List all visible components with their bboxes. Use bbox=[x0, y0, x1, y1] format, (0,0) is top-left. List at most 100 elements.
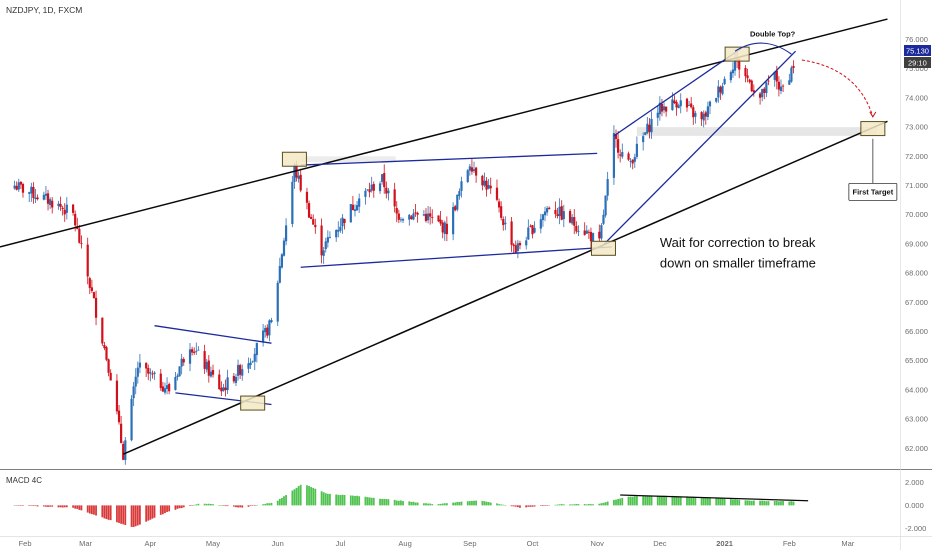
macd-bar-up bbox=[416, 502, 419, 506]
lower-trendline bbox=[122, 120, 888, 455]
candle-down bbox=[61, 207, 64, 210]
macd-bar-up bbox=[656, 495, 659, 506]
candle-down bbox=[781, 85, 785, 87]
candle-down bbox=[320, 225, 323, 256]
candle-down bbox=[738, 59, 741, 70]
candle-down bbox=[529, 225, 532, 227]
candle-up bbox=[629, 160, 632, 162]
candle-up bbox=[527, 227, 530, 240]
last-price-label: 75.130 bbox=[906, 47, 929, 56]
macd-pane bbox=[13, 484, 809, 527]
candle-up bbox=[656, 112, 659, 118]
candle-up bbox=[612, 133, 616, 178]
candle-down bbox=[239, 365, 242, 375]
macd-bar-up bbox=[700, 497, 703, 506]
candle-up bbox=[717, 86, 720, 98]
candle-up bbox=[284, 225, 288, 242]
macd-bar-up bbox=[410, 501, 413, 506]
candle-down bbox=[568, 211, 572, 223]
candle-up bbox=[174, 376, 177, 390]
time-tick-label: Dec bbox=[653, 539, 667, 548]
highlight-box bbox=[724, 46, 750, 62]
candle-up bbox=[188, 349, 192, 364]
macd-bar-up bbox=[558, 504, 561, 506]
candle-down bbox=[631, 159, 634, 164]
candle-down bbox=[368, 189, 371, 193]
channel-line bbox=[300, 152, 598, 166]
time-tick-label: Mar bbox=[79, 539, 92, 548]
candle-down bbox=[109, 372, 112, 381]
candle-up bbox=[412, 213, 415, 220]
macd-bar-up bbox=[556, 504, 559, 506]
candle-up bbox=[138, 362, 142, 368]
candle-down bbox=[63, 209, 66, 215]
macd-bar-up bbox=[15, 505, 18, 506]
candle-up bbox=[591, 233, 595, 242]
candle-up bbox=[731, 69, 735, 74]
macd-bar-up bbox=[431, 504, 434, 506]
macd-bar-down bbox=[166, 505, 168, 512]
macd-bar-up bbox=[297, 486, 300, 506]
candle-up bbox=[42, 194, 45, 200]
candle-up bbox=[779, 86, 783, 92]
candle-up bbox=[545, 208, 549, 213]
macd-bar-up bbox=[193, 504, 196, 506]
macd-bar-down bbox=[147, 505, 150, 521]
macd-bar-up bbox=[379, 498, 381, 506]
candle-up bbox=[205, 362, 208, 370]
macd-bar-up bbox=[306, 485, 308, 506]
candle-down bbox=[88, 278, 91, 288]
candle-up bbox=[30, 186, 33, 194]
candle-down bbox=[777, 81, 780, 90]
candle-up bbox=[149, 372, 152, 374]
candle-down bbox=[92, 292, 96, 298]
annotation-note-line2: down on smaller timeframe bbox=[660, 255, 816, 270]
candle-down bbox=[431, 216, 434, 218]
macd-bar-up bbox=[312, 487, 315, 506]
candle-down bbox=[122, 443, 125, 460]
price-tick-label: 70.000 bbox=[905, 210, 928, 219]
time-tick-label: Apr bbox=[145, 539, 157, 548]
candle-down bbox=[191, 349, 194, 353]
macd-bar-up bbox=[635, 496, 638, 506]
last-price-badge bbox=[904, 45, 931, 56]
candle-down bbox=[502, 219, 505, 226]
candle-down bbox=[792, 65, 795, 68]
candle-up bbox=[130, 398, 133, 441]
candle-down bbox=[90, 287, 93, 291]
candle-up bbox=[226, 377, 229, 391]
macd-bar-up bbox=[270, 502, 273, 506]
macd-bar-up bbox=[483, 501, 486, 506]
macd-bar-up bbox=[454, 502, 457, 506]
macd-bar-up bbox=[709, 497, 711, 506]
macd-bar-up bbox=[627, 496, 630, 506]
macd-bar-down bbox=[59, 505, 62, 508]
candle-up bbox=[635, 143, 638, 157]
candle-up bbox=[422, 214, 425, 216]
candle-up bbox=[571, 217, 574, 224]
macd-bar-up bbox=[775, 501, 778, 506]
candle-down bbox=[393, 189, 396, 207]
candle-up bbox=[57, 203, 60, 206]
macd-bar-down bbox=[28, 505, 31, 506]
candle-up bbox=[293, 164, 296, 182]
macd-bar-up bbox=[604, 502, 607, 506]
candle-up bbox=[241, 369, 244, 376]
time-tick-label: Feb bbox=[19, 539, 32, 548]
price-axis: 62.000 63.000 64.000 65.000 66.000 67.000 68.0… bbox=[905, 35, 928, 453]
candle-up bbox=[337, 229, 340, 232]
macd-bar-up bbox=[679, 496, 682, 506]
macd-bar-up bbox=[276, 500, 279, 506]
macd-bar-down bbox=[232, 505, 235, 507]
macd-bar-up bbox=[471, 500, 473, 506]
candle-up bbox=[268, 320, 271, 336]
candle-up bbox=[460, 181, 463, 191]
candle-down bbox=[560, 206, 563, 220]
macd-bar-up bbox=[548, 505, 551, 506]
macd-bar-down bbox=[151, 505, 154, 519]
candle-up bbox=[222, 387, 225, 391]
macd-bar-up bbox=[788, 501, 791, 506]
macd-bar-down bbox=[32, 505, 35, 506]
macd-bar-up bbox=[554, 504, 557, 506]
